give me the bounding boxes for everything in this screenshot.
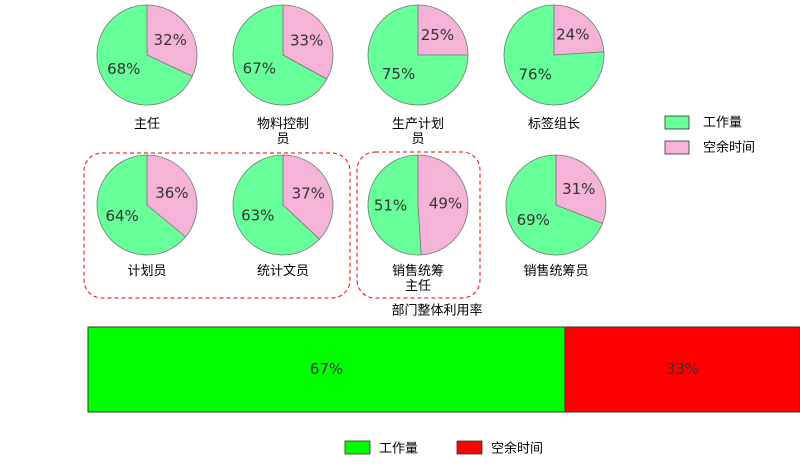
pie-slice <box>96 154 187 256</box>
legend-label: 空余时间 <box>703 140 755 156</box>
pie-title: 销售统筹员 <box>523 264 589 279</box>
legend-label: 空余时间 <box>491 441 543 457</box>
bar-segment <box>87 326 566 413</box>
pie-title: 统计文员 <box>256 264 309 279</box>
pie-title: 计划员 <box>127 264 167 279</box>
slice-label: 51% <box>374 196 407 214</box>
slice-label: 24% <box>556 25 589 43</box>
pie-slice <box>417 4 469 56</box>
pie-slice <box>232 154 321 256</box>
pie-slice <box>503 4 605 106</box>
pie-slice <box>232 4 328 106</box>
pie-title: 销售统筹主任 <box>391 264 444 294</box>
legend-label: 工作量 <box>703 116 742 131</box>
bar-label: 67% <box>310 360 343 378</box>
slice-label: 25% <box>421 26 454 44</box>
bar-label: 33% <box>666 360 699 378</box>
legend-swatch <box>456 440 483 455</box>
pie-slice <box>282 154 334 240</box>
pie-title: 生产计划员 <box>391 117 444 147</box>
slice-label: 76% <box>519 66 552 84</box>
pie-slice <box>282 4 334 80</box>
legend-label: 工作量 <box>379 442 418 457</box>
pie-slice <box>146 154 198 238</box>
bar-title: 部门整体利用率 <box>391 303 482 319</box>
pie-slice <box>553 4 605 56</box>
group-frame <box>356 151 481 299</box>
slice-label: 64% <box>105 207 138 225</box>
slice-label: 32% <box>154 31 187 49</box>
legend-swatch <box>664 140 690 155</box>
slice-label: 36% <box>155 184 188 202</box>
slice-label: 75% <box>382 65 415 83</box>
pie-slice <box>417 154 469 256</box>
pie-slice <box>555 154 607 224</box>
pie-slice <box>146 4 198 77</box>
slice-label: 33% <box>290 32 323 50</box>
slice-label: 37% <box>292 185 325 203</box>
bar-segment <box>564 326 800 413</box>
slice-label: 67% <box>243 59 276 77</box>
legend-swatch <box>664 115 690 130</box>
pie-title: 标签组长 <box>527 117 580 132</box>
slice-label: 69% <box>517 211 550 229</box>
slice-label: 63% <box>241 206 274 224</box>
pie-slice <box>367 154 422 256</box>
legend-swatch <box>344 440 371 455</box>
slice-label: 68% <box>107 60 140 78</box>
pie-slice <box>367 4 469 106</box>
group-frame <box>83 152 351 299</box>
slice-label: 49% <box>429 195 462 213</box>
pie-title: 主任 <box>133 117 160 132</box>
pie-title: 物料控制员 <box>256 117 309 147</box>
slice-label: 31% <box>562 180 595 198</box>
pie-slice <box>505 154 604 256</box>
pie-slice <box>96 4 193 106</box>
